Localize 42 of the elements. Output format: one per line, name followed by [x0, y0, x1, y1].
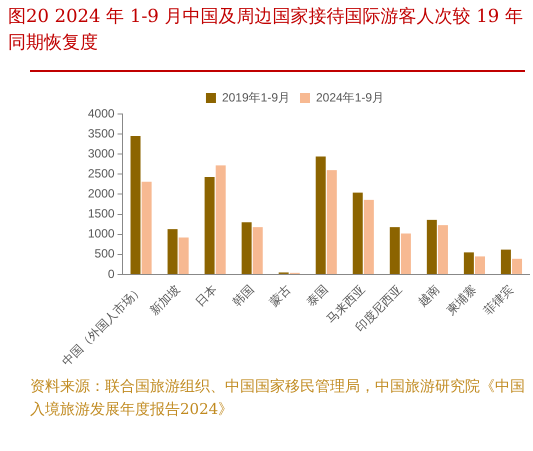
text: 资料来源：联合国旅游组织、中国国家移民管理局，中国旅游研究院《中国入境旅游发展年度报告2024》	[30, 376, 526, 420]
x-tick-label: 越南	[414, 282, 442, 309]
bar	[364, 200, 374, 274]
bar	[474, 256, 485, 274]
bar	[512, 258, 522, 274]
bar	[438, 225, 448, 274]
bar	[204, 176, 215, 274]
bar	[500, 250, 511, 274]
bar	[216, 165, 226, 274]
y-tick-label: 1000	[88, 226, 115, 241]
x-tick-label: 新加坡	[147, 282, 183, 318]
x-tick-label: 韩国	[230, 282, 257, 309]
bar	[168, 229, 178, 274]
y-tick-label: 2000	[88, 186, 115, 201]
x-tick-label: 菲律宾	[480, 282, 516, 318]
y-tick-label: 2500	[88, 166, 115, 180]
bar	[316, 156, 326, 274]
bar	[178, 238, 189, 274]
bar	[142, 182, 152, 274]
bar	[352, 192, 363, 274]
bar	[242, 222, 252, 274]
y-tick-label: 500	[94, 246, 115, 261]
legend-label: 2019年1-9月	[222, 90, 290, 104]
y-tick-label: 4000	[88, 106, 115, 120]
bar	[326, 170, 337, 274]
bar	[426, 220, 437, 274]
legend-label: 2024年1-9月	[316, 90, 384, 104]
x-tick-label: 蒙古	[266, 282, 294, 309]
chart-title: 图20 2024 年 1-9 月中国及周边国家接待国际游客人次较 19 年同期恢复度	[8, 5, 524, 55]
y-tick-label: 3000	[88, 146, 115, 160]
x-tick-label: 泰国	[304, 282, 331, 309]
x-tick-label: 日本	[192, 282, 220, 309]
x-tick-label: 中国（外国人市场）	[59, 282, 146, 368]
y-tick-label: 0	[108, 266, 115, 281]
bar	[252, 227, 263, 274]
bar	[390, 227, 400, 274]
x-tick-label: 柬埔寨	[444, 282, 479, 318]
bar	[464, 252, 474, 274]
bar	[400, 234, 411, 274]
y-tick-label: 3500	[88, 126, 115, 140]
bar	[130, 136, 141, 274]
y-tick-label: 1500	[88, 206, 115, 221]
